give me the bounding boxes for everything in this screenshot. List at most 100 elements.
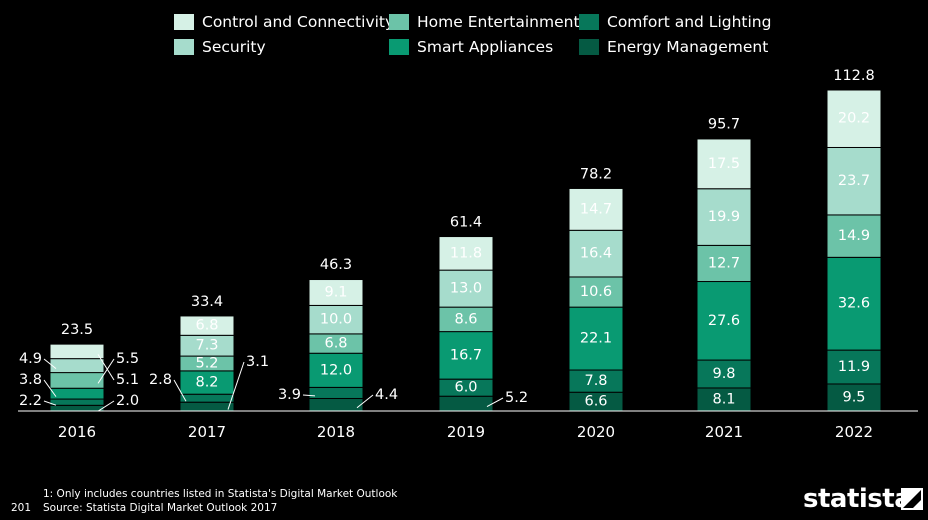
leader-line-home-entertainment-2016 [97,358,115,384]
bar-segment-comfort-and-lighting-2021 [696,359,752,389]
data-label-comfort-and-lighting-2022: 11.9 [838,359,870,375]
leader-line-security-2016 [43,358,57,370]
data-label-home-entertainment-2016: 5.5 [116,351,139,367]
bar-segment-energy-management-2018 [308,397,364,412]
leader-line-comfort-and-lighting-2017 [173,379,187,402]
total-label-2017: 33.4 [191,294,223,310]
data-label-control-and-connectivity-2019: 11.8 [450,245,482,261]
leader-line-energy-management-2019 [486,397,504,408]
total-label-2022: 112.8 [833,68,875,84]
data-labels-layer: 23.52.02.23.85.54.95.133.43.12.8 8.25.27.… [19,68,875,412]
x-tick-label-2022: 2022 [835,423,873,441]
legend-swatch-security [174,39,194,55]
data-label-home-entertainment-2020: 10.6 [580,284,612,300]
data-label-control-and-connectivity-2016: 5.1 [116,372,139,388]
legend-swatch-energy-management [579,39,599,55]
legend-label-comfort-and-lighting: Comfort and Lighting [607,13,772,31]
data-label-energy-management-2019: 5.2 [505,390,528,406]
leader-line-comfort-and-lighting-2018 [302,394,316,397]
leader-line-smart-appliances-2016 [43,379,57,397]
bar-segment-energy-management-2017 [179,401,235,412]
footnote-countries: 1: Only includes countries listed in Sta… [43,488,398,500]
bar-segment-comfort-and-lighting-2022 [826,349,882,385]
data-label-home-entertainment-2022: 14.9 [838,228,870,244]
data-label-energy-management-2018: 4.4 [375,387,398,403]
bar-segment-control-and-connectivity-2017 [179,315,235,336]
leader-line-comfort-and-lighting-2016 [43,400,57,406]
bar-segment-energy-management-2019 [438,395,494,412]
x-tick-label-2019: 2019 [447,423,485,441]
data-label-security-2022: 23.7 [838,173,870,189]
bar-segment-comfort-and-lighting-2017 [179,393,235,403]
data-label-home-entertainment-2018: 6.8 [324,336,347,352]
bar-segment-energy-management-2016 [49,404,105,412]
total-label-2019: 61.4 [450,214,482,230]
data-label-control-and-connectivity-2018: 9.1 [324,284,347,300]
legend-label-security: Security [202,38,266,56]
legend-swatch-home-entertainment [389,14,409,30]
bar-segment-home-entertainment-2016 [49,372,105,389]
data-label-home-entertainment-2017: 5.2 [195,355,218,371]
data-label-energy-management-2016: 2.0 [116,393,139,409]
data-label-comfort-and-lighting-2021: 9.8 [712,366,735,382]
bar-segment-control-and-connectivity-2021 [696,138,752,190]
bar-segment-home-entertainment-2021 [696,244,752,283]
data-label-security-2018: 10.0 [320,312,352,328]
bar-segment-smart-appliances-2016 [49,387,105,400]
leader-line-energy-management-2017 [227,361,245,410]
data-label-smart-appliances-2018: 12.0 [320,362,352,378]
data-label-security-2021: 19.9 [708,209,740,225]
legend-label-home-entertainment: Home Entertainment [417,13,580,31]
statista-logo: statista [803,484,923,514]
bar-segment-comfort-and-lighting-2018 [308,386,364,399]
data-label-home-entertainment-2019: 8.6 [454,311,477,327]
data-label-smart-appliances-2016: 3.8 [19,372,42,388]
x-tick-label-2021: 2021 [705,423,743,441]
footnote-source: Source: Statista Digital Market Outlook … [43,502,278,514]
bar-segment-comfort-and-lighting-2016 [49,398,105,406]
legend-label-control-and-connectivity: Control and Connectivity [202,13,395,31]
legend-swatch-comfort-and-lighting [579,14,599,30]
x-tick-label-2016: 2016 [58,423,96,441]
data-label-comfort-and-lighting-2017: 2.8 [149,372,172,388]
data-label-energy-management-2017: 3.1 [246,354,269,370]
leader-line-energy-management-2018 [356,394,374,409]
statista-logo-text: statista [803,484,912,514]
data-label-security-2020: 16.4 [580,246,612,262]
leader-line-energy-management-2016 [97,400,115,412]
data-label-energy-management-2020: 6.6 [584,394,607,410]
data-label-comfort-and-lighting-2020: 7.8 [584,373,607,389]
leader-line-control-and-connectivity-2016 [97,354,115,381]
x-tick-label-2018: 2018 [317,423,355,441]
bars-layer [49,89,882,412]
page-number: 201 [11,502,32,514]
data-label-comfort-and-lighting-2019: 6.0 [454,380,477,396]
legend-label-smart-appliances: Smart Appliances [417,38,554,56]
bar-segment-smart-appliances-2019 [438,331,494,380]
data-label-smart-appliances-2019: 16.7 [450,347,482,363]
total-label-2016: 23.5 [61,322,93,338]
data-label-security-2016: 4.9 [19,351,42,367]
data-label-control-and-connectivity-2020: 14.7 [580,201,612,217]
bar-segment-home-entertainment-2022 [826,214,882,258]
data-label-security-2017: 7.3 [195,338,218,354]
data-label-comfort-and-lighting-2016: 2.2 [19,393,42,409]
x-tick-label-2020: 2020 [577,423,615,441]
data-label-home-entertainment-2021: 12.7 [708,255,740,271]
total-label-2020: 78.2 [580,166,612,182]
x-tick-labels: 2016 2017 2018 2019 2020 2021 2022 [58,423,873,441]
legend-swatch-smart-appliances [389,39,409,55]
total-label-2018: 46.3 [320,257,352,273]
bar-segment-security-2021 [696,188,752,246]
bar-segment-energy-management-2022 [826,383,882,412]
bar-segment-control-and-connectivity-2019 [438,236,494,271]
legend-swatch-control-and-connectivity [174,14,194,30]
legend-label-energy-management: Energy Management [607,38,769,56]
bar-segment-control-and-connectivity-2016 [49,343,105,360]
data-label-control-and-connectivity-2021: 17.5 [708,156,740,172]
bar-segment-security-2016 [49,358,105,374]
bar-segment-security-2019 [438,269,494,308]
data-label-smart-appliances-2020: 22.1 [580,331,612,347]
data-label-smart-appliances-2017: 8.2 [195,375,218,391]
data-label-smart-appliances-2021: 27.6 [708,313,740,329]
